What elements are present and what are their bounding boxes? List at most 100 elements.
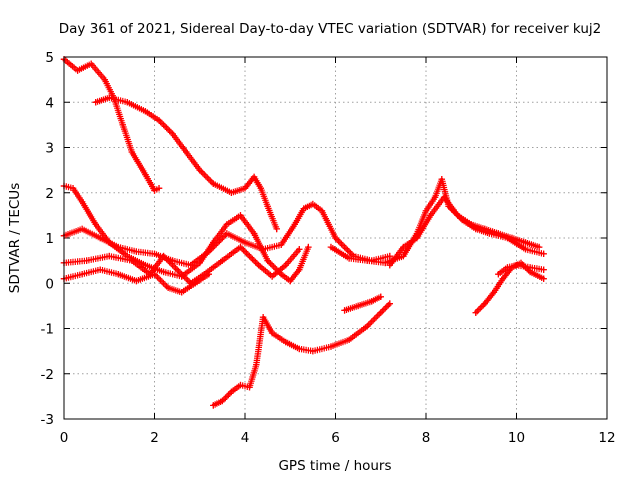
- y-tick-label: 0: [45, 276, 54, 292]
- data-point: [386, 300, 393, 307]
- series-sat-h: [341, 293, 384, 314]
- data-point: [259, 246, 267, 253]
- data-point: [219, 257, 226, 264]
- y-tick-label: -1: [41, 322, 54, 338]
- y-tick-label: 3: [45, 141, 54, 157]
- data-point: [106, 94, 113, 101]
- data-point: [128, 257, 136, 264]
- x-tick-label: 0: [60, 430, 69, 446]
- data-point: [178, 289, 185, 296]
- data-point: [264, 257, 271, 264]
- data-point: [354, 302, 362, 310]
- data-point: [237, 212, 244, 219]
- series-sat-c: [60, 182, 312, 285]
- data-point: [427, 212, 434, 219]
- data-point: [155, 117, 163, 124]
- data-point: [255, 261, 262, 269]
- data-point: [74, 67, 81, 74]
- data-point: [345, 255, 353, 262]
- data-point: [300, 205, 308, 212]
- data-point: [386, 261, 393, 269]
- data-point: [287, 277, 294, 285]
- data-point: [309, 347, 317, 355]
- data-point: [223, 230, 231, 237]
- data-point: [438, 175, 446, 183]
- data-point: [119, 121, 127, 129]
- data-point: [160, 252, 167, 260]
- data-point: [522, 246, 529, 253]
- y-axis-label: SDTVAR / TECUs: [7, 183, 23, 293]
- data-point: [83, 257, 90, 264]
- data-point: [309, 200, 317, 208]
- data-point: [210, 180, 217, 187]
- data-point: [472, 309, 479, 316]
- data-point: [223, 221, 231, 228]
- data-point: [377, 309, 384, 316]
- data-point: [296, 266, 303, 273]
- data-point: [106, 252, 113, 260]
- series-markers: [60, 56, 163, 194]
- data-point: [133, 277, 140, 285]
- y-tick-label: 1: [45, 231, 54, 247]
- data-point: [273, 225, 280, 233]
- data-point: [205, 271, 212, 278]
- data-point: [250, 230, 258, 237]
- x-axis-label: GPS time / hours: [278, 458, 391, 474]
- data-point: [363, 323, 371, 330]
- data-point: [282, 261, 289, 269]
- series-markers: [327, 176, 547, 267]
- data-point: [382, 259, 389, 267]
- data-point: [241, 239, 249, 246]
- data-point: [228, 189, 235, 196]
- data-point: [133, 248, 140, 255]
- series-sat-i: [327, 175, 547, 267]
- data-point: [205, 248, 212, 255]
- data-point: [268, 273, 276, 280]
- data-point: [97, 234, 104, 242]
- series-sat-b: [92, 94, 280, 233]
- data-series: [60, 56, 547, 409]
- series-sat-e: [60, 243, 303, 287]
- data-point: [332, 234, 339, 242]
- data-point: [97, 266, 104, 273]
- data-point: [237, 381, 244, 389]
- data-point: [219, 397, 226, 405]
- data-point: [318, 207, 326, 215]
- series-sat-a: [60, 56, 163, 194]
- plot-frame: [63, 56, 608, 420]
- y-tick-label: 5: [45, 50, 54, 66]
- data-point: [526, 264, 534, 271]
- data-point: [468, 221, 475, 228]
- data-point: [282, 338, 289, 346]
- data-point: [187, 261, 194, 269]
- data-point: [504, 264, 511, 271]
- data-point: [78, 225, 86, 233]
- data-point: [173, 266, 181, 273]
- data-point: [192, 280, 199, 287]
- x-tick-label: 6: [331, 430, 340, 446]
- data-point: [481, 225, 489, 233]
- data-point: [345, 336, 353, 344]
- y-tick-label: 4: [45, 95, 54, 111]
- data-point: [400, 243, 407, 251]
- data-point: [257, 185, 265, 192]
- data-point: [413, 234, 421, 242]
- series-sat-l: [495, 261, 547, 278]
- series-markers: [210, 300, 393, 409]
- data-point: [481, 300, 489, 307]
- data-point: [228, 388, 235, 396]
- data-point: [160, 268, 167, 276]
- data-point: [78, 198, 86, 205]
- data-point: [78, 271, 86, 278]
- series-sat-j: [386, 194, 543, 269]
- data-point: [535, 243, 543, 251]
- data-point: [210, 402, 217, 409]
- data-point: [151, 250, 158, 258]
- data-point: [440, 194, 448, 201]
- data-point: [522, 239, 529, 246]
- chart-title: Day 361 of 2021, Sidereal Day-to-day VTE…: [59, 21, 601, 37]
- data-point: [508, 234, 516, 242]
- data-point: [253, 361, 260, 368]
- data-point: [92, 99, 99, 106]
